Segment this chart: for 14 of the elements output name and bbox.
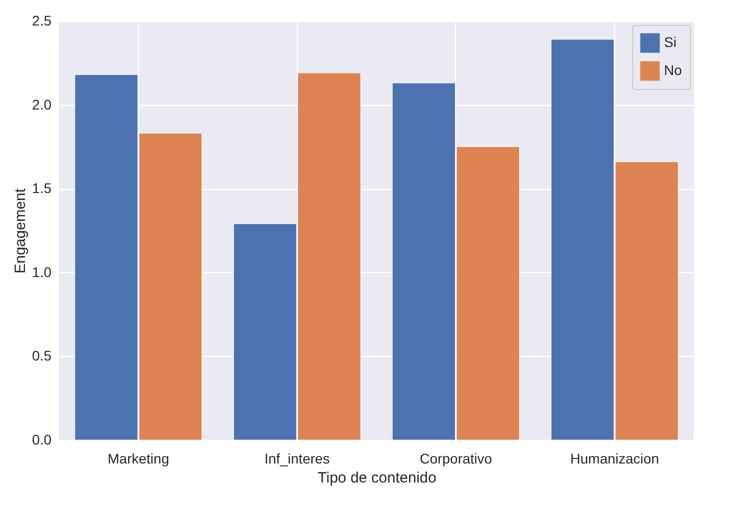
x-axis-title: Tipo de contenido: [318, 470, 436, 486]
legend-label: Si: [664, 34, 676, 50]
y-tick-label: 1.0: [32, 264, 52, 280]
y-tick-label: 0.0: [32, 432, 52, 448]
x-tick-label: Humanizacion: [570, 450, 659, 466]
y-tick-label: 2.5: [32, 12, 52, 28]
y-tick-label: 2.0: [32, 96, 52, 112]
x-tick-label: Inf_interes: [264, 450, 330, 466]
y-tick-label: 1.5: [32, 180, 52, 196]
y-axis-title: Engagement: [12, 188, 30, 274]
y-tick-label: 0.5: [32, 348, 52, 364]
legend-label: No: [664, 62, 682, 78]
x-tick-label: Marketing: [108, 450, 170, 466]
x-tick-label: Corporativo: [420, 450, 492, 466]
